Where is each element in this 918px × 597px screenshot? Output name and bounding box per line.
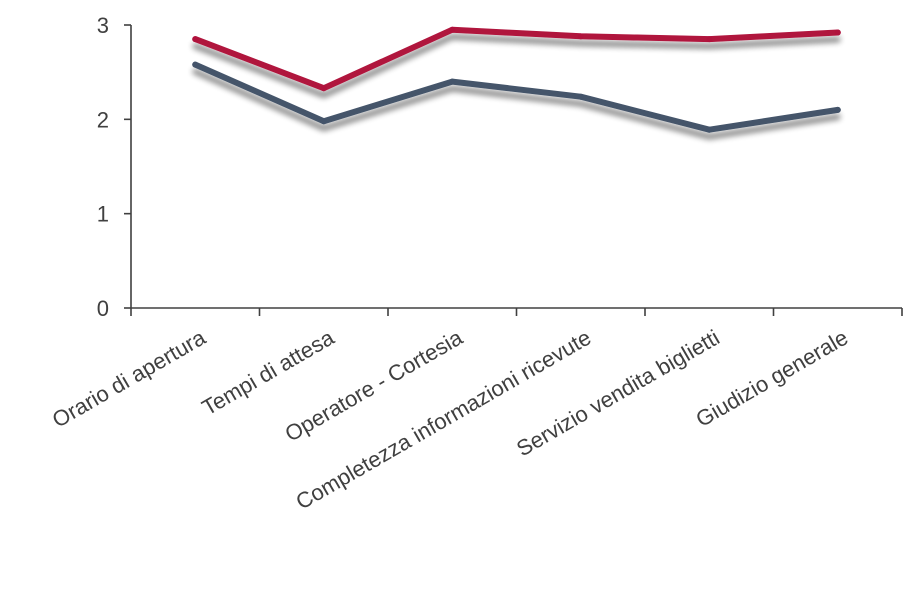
data-point [192,61,199,68]
data-point [449,26,456,33]
data-point [834,106,841,113]
data-point [192,36,199,43]
data-point [706,36,713,43]
x-tick-label: Orario di apertura [48,324,210,432]
data-point [834,29,841,36]
data-point [706,126,713,133]
data-point [449,78,456,85]
y-tick-label: 3 [97,13,109,38]
x-tick-label: Servizio vendita biglietti [512,325,724,462]
series-line-1 [192,26,841,92]
series-line-2 [192,61,841,133]
data-point [577,93,584,100]
y-tick-label: 1 [97,202,109,227]
data-point [320,85,327,92]
y-tick-label: 0 [97,296,109,321]
data-point [320,118,327,125]
data-point [577,33,584,40]
y-tick-label: 2 [97,107,109,132]
